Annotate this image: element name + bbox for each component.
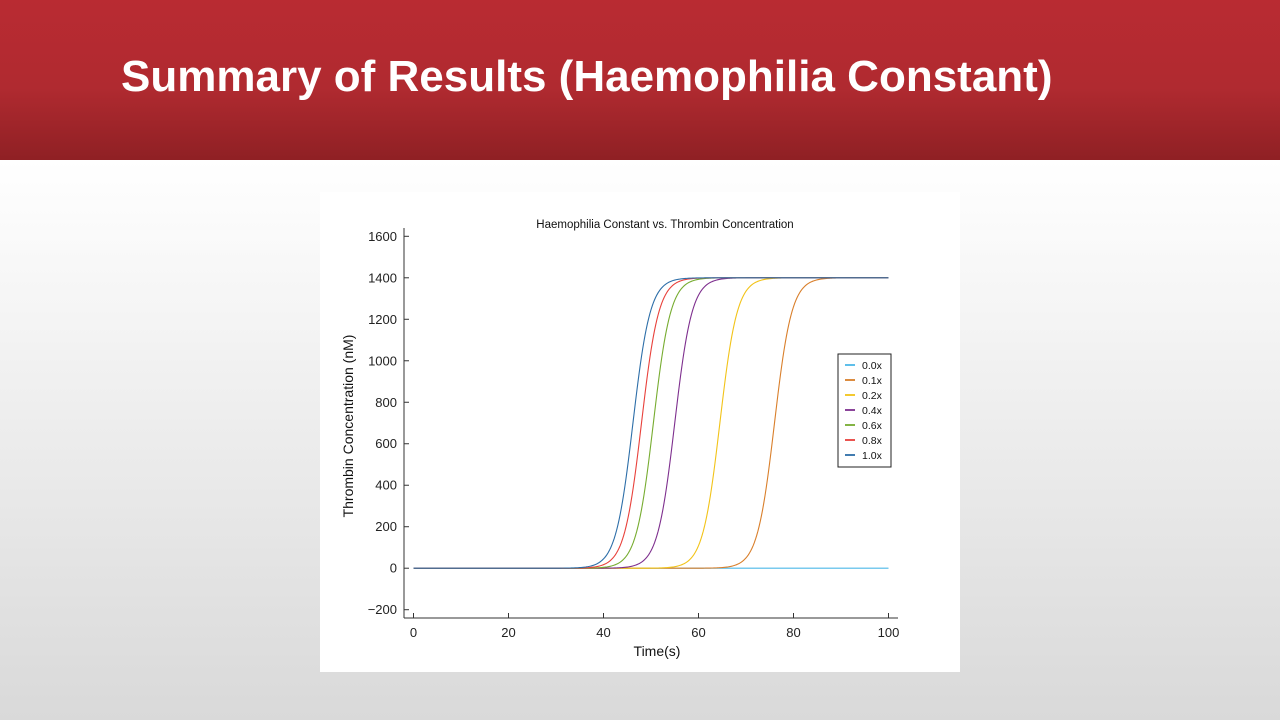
legend-label: 0.0x	[862, 360, 883, 372]
y-tick-label: 1400	[368, 270, 397, 285]
series-line-0-1x	[413, 277, 889, 569]
legend-label: 0.4x	[862, 405, 883, 417]
x-tick-label: 80	[786, 625, 800, 640]
x-tick-label: 60	[691, 625, 705, 640]
x-axis-label: Time(s)	[634, 643, 681, 659]
slide-title: Summary of Results (Haemophilia Constant…	[121, 52, 1053, 101]
slide-title-bar: Summary of Results (Haemophilia Constant…	[0, 0, 1280, 160]
y-tick-label: 0	[390, 561, 397, 576]
series-line-1-0x	[413, 277, 889, 569]
chart-ticks: 0 20 40 60 80 100 −200 0 200 400 600 800 1000 1200 140…	[368, 229, 900, 640]
legend-label: 0.6x	[862, 420, 883, 432]
legend-label: 0.8x	[862, 435, 883, 447]
y-tick-label: 400	[375, 478, 397, 493]
y-tick-label: 1600	[368, 229, 397, 244]
thrombin-chart: Haemophilia Constant vs. Thrombin Concen…	[340, 219, 900, 659]
legend-label: 0.1x	[862, 375, 883, 387]
x-tick-label: 100	[878, 625, 900, 640]
series-line-0-6x	[413, 277, 889, 569]
y-axis-label: Thrombin Concentration (nM)	[340, 335, 356, 518]
y-tick-label: 200	[375, 519, 397, 534]
series-line-0-2x	[413, 277, 889, 569]
chart-panel: Haemophilia Constant vs. Thrombin Concen…	[320, 192, 960, 672]
x-tick-label: 40	[596, 625, 610, 640]
series-line-0-8x	[413, 277, 889, 569]
y-tick-label: 800	[375, 395, 397, 410]
series-line-0-4x	[413, 277, 889, 569]
chart-title: Haemophilia Constant vs. Thrombin Concen…	[536, 219, 793, 231]
x-tick-label: 0	[410, 625, 417, 640]
y-tick-label: 600	[375, 436, 397, 451]
chart-axes	[403, 228, 898, 619]
y-tick-label: −200	[368, 602, 397, 617]
legend-label: 1.0x	[862, 450, 883, 462]
x-tick-label: 20	[501, 625, 515, 640]
y-tick-label: 1200	[368, 312, 397, 327]
legend-label: 0.2x	[862, 390, 883, 402]
chart-series-lines	[413, 277, 889, 569]
y-tick-label: 1000	[368, 353, 397, 368]
chart-legend: 0.0x 0.1x 0.2x 0.4x 0.6x 0.8x 1.0x	[837, 353, 892, 468]
